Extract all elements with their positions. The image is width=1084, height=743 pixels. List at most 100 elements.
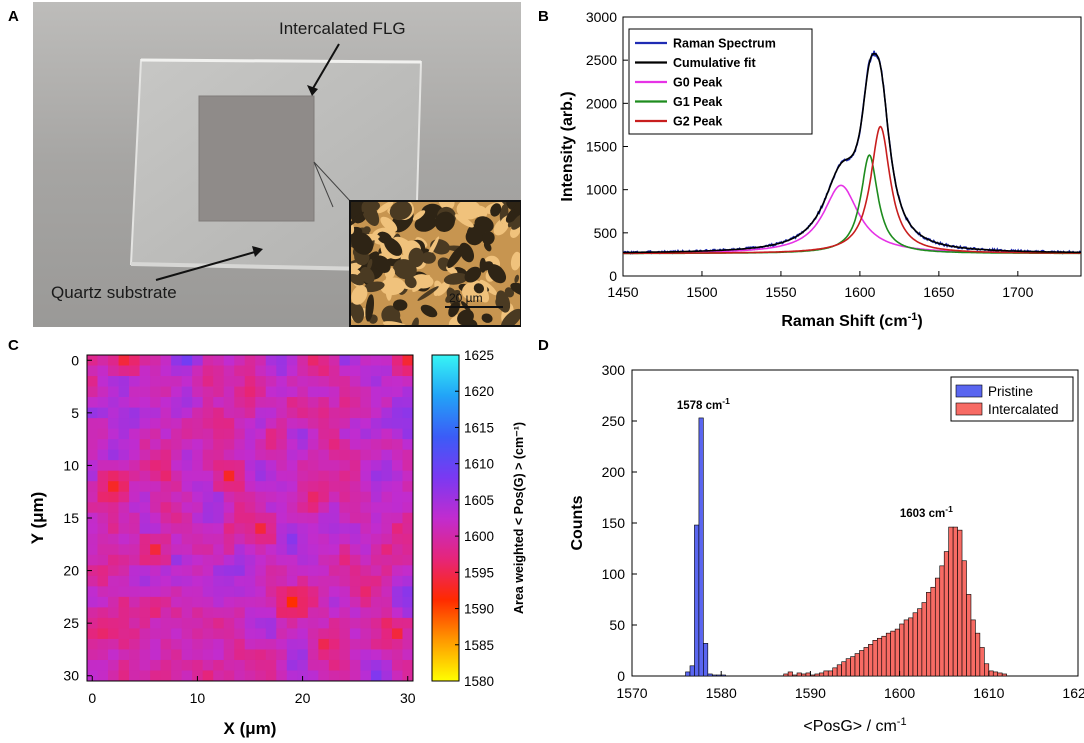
heatmap-cell	[297, 596, 309, 608]
heatmap-cell	[244, 470, 256, 482]
heatmap-cell	[129, 575, 140, 587]
heatmap-cell	[181, 397, 193, 408]
heatmap-cell	[97, 428, 109, 440]
heatmap-cell	[223, 670, 235, 682]
heatmap-cell	[192, 659, 204, 671]
heatmap-cell	[223, 533, 235, 545]
heatmap-cell	[370, 502, 382, 514]
heatmap-cell	[97, 607, 109, 619]
heatmap-cell	[381, 502, 393, 514]
heatmap-cell	[97, 638, 109, 650]
heatmap-cell	[118, 628, 130, 640]
x-tick-label: 20	[295, 690, 311, 706]
heatmap-cell	[192, 544, 204, 556]
heatmap-cell	[244, 544, 256, 556]
heatmap-cell	[307, 670, 319, 682]
posg-map-chart: 0 10 20 30 0 5 10 15 20 25 30 X (μm) Y (μm) 1580 1585 1…	[28, 348, 526, 738]
heatmap-cell	[381, 449, 393, 461]
heatmap-cell	[244, 596, 256, 608]
heatmap-cell	[202, 649, 214, 661]
heatmap-cell	[87, 586, 98, 598]
inset-domain-blob	[355, 271, 367, 284]
histogram-bar-intercalated	[881, 635, 887, 677]
heatmap-cell	[318, 586, 330, 598]
heatmap-cell	[276, 428, 288, 440]
heatmap-cell	[223, 628, 235, 640]
heatmap-cell	[202, 439, 214, 451]
heatmap-cell	[381, 617, 393, 629]
x-axis-label: X (μm)	[224, 719, 277, 738]
heatmap-cell	[108, 418, 119, 430]
heatmap-cell	[223, 575, 235, 587]
heatmap-cell	[234, 575, 246, 587]
heatmap-cell	[244, 365, 256, 377]
heatmap-cell	[234, 586, 246, 598]
inset-domain-blob	[351, 232, 374, 255]
heatmap-cell	[297, 533, 309, 545]
histogram-bar-pristine	[707, 673, 713, 677]
inset-domain-blob	[380, 216, 398, 232]
heatmap-cell	[118, 397, 130, 408]
inset-domain-blob	[393, 299, 408, 311]
heatmap-cell	[150, 533, 162, 545]
heatmap-cell	[202, 586, 214, 598]
heatmap-cell	[276, 491, 288, 503]
heatmap-cell	[213, 355, 225, 366]
heatmap-cell	[265, 649, 277, 661]
heatmap-cell	[192, 533, 204, 545]
heatmap-cell	[139, 575, 151, 587]
heatmap-cell	[171, 554, 183, 566]
heatmap-cell	[223, 428, 235, 440]
heatmap-cell	[276, 418, 288, 430]
heatmap-plot-area: 0 10 20 30 0 5 10 15 20 25 30 X (μm) Y (μm) 1580 1585 1…	[28, 348, 526, 738]
heatmap-cell	[318, 481, 330, 493]
heatmap-cell	[223, 512, 235, 524]
heatmap-cell	[171, 649, 183, 661]
histogram-bar-intercalated	[966, 594, 972, 677]
heatmap-cell	[391, 638, 403, 650]
heatmap-cell	[318, 397, 330, 408]
heatmap-cell	[318, 659, 330, 671]
heatmap-cell	[370, 460, 382, 472]
heatmap-cell	[286, 491, 298, 503]
y-tick-label: 50	[609, 617, 625, 633]
heatmap-cell	[223, 386, 235, 398]
heatmap-cell	[223, 638, 235, 650]
heatmap-cell	[213, 365, 225, 377]
x-tick-label: 1650	[923, 284, 954, 300]
colorbar-tick-label: 1610	[464, 457, 494, 472]
heatmap-cell	[360, 397, 372, 408]
heatmap-cell	[213, 638, 225, 650]
heatmap-cell	[370, 565, 382, 577]
heatmap-cell	[391, 586, 403, 598]
heatmap-cell	[307, 533, 319, 545]
heatmap-cell	[97, 670, 109, 682]
legend-label: Raman Spectrum	[673, 37, 776, 51]
histogram-bar-intercalated	[859, 650, 865, 677]
heatmap-cell	[265, 386, 277, 398]
heatmap-cell	[181, 470, 193, 482]
histogram-bar-intercalated	[943, 551, 949, 677]
heatmap-cell	[171, 439, 183, 451]
heatmap-cell	[349, 386, 361, 398]
histogram-bar-pristine	[689, 665, 695, 677]
heatmap-cell	[349, 586, 361, 598]
heatmap-cell	[286, 439, 298, 451]
heatmap-cell	[97, 365, 109, 377]
heatmap-cell	[118, 544, 130, 556]
heatmap-cell	[118, 617, 130, 629]
heatmap-cell	[160, 670, 172, 682]
inset-domain-blob	[417, 286, 439, 301]
heatmap-cell	[265, 544, 277, 556]
heatmap-cell	[118, 596, 130, 608]
heatmap-cell	[328, 670, 340, 682]
histogram-bar-intercalated	[827, 670, 833, 677]
heatmap-cell	[402, 523, 414, 535]
heatmap-cell	[108, 544, 119, 556]
heatmap-cell	[129, 628, 140, 640]
heatmap-cell	[381, 460, 393, 472]
heatmap-cell	[108, 628, 119, 640]
heatmap-cell	[391, 397, 403, 408]
heatmap-cell	[360, 418, 372, 430]
heatmap-cell	[328, 365, 340, 377]
